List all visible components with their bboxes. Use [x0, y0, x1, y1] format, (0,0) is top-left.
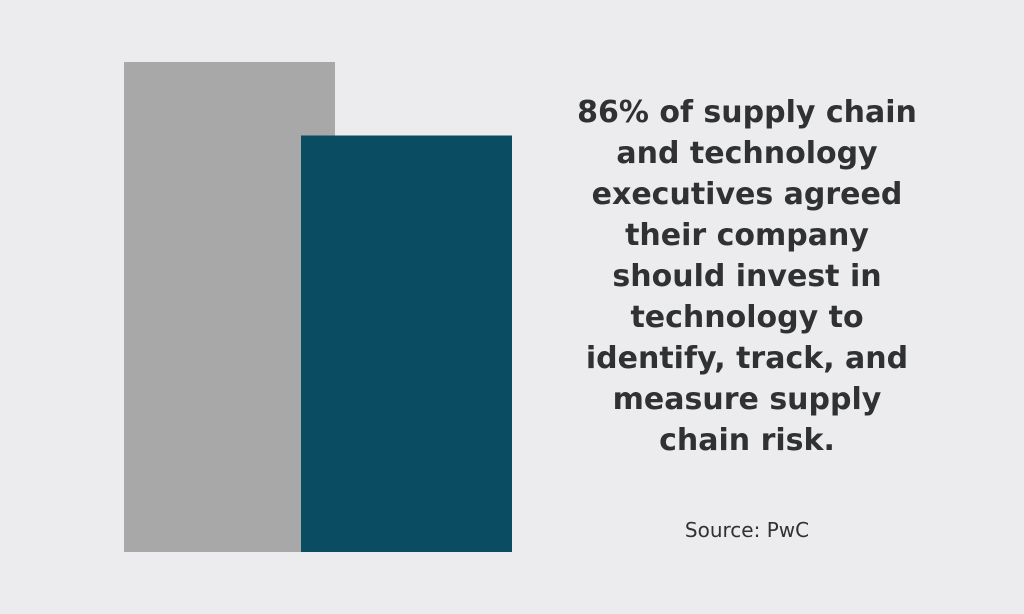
source-label: Source: PwC — [684, 518, 810, 542]
stat-text: 86% of supply chain and technology execu… — [577, 95, 917, 458]
bar-1 — [124, 62, 335, 552]
bar-2 — [301, 135, 512, 552]
stat-block: 86% of supply chain and technology execu… — [560, 92, 934, 461]
